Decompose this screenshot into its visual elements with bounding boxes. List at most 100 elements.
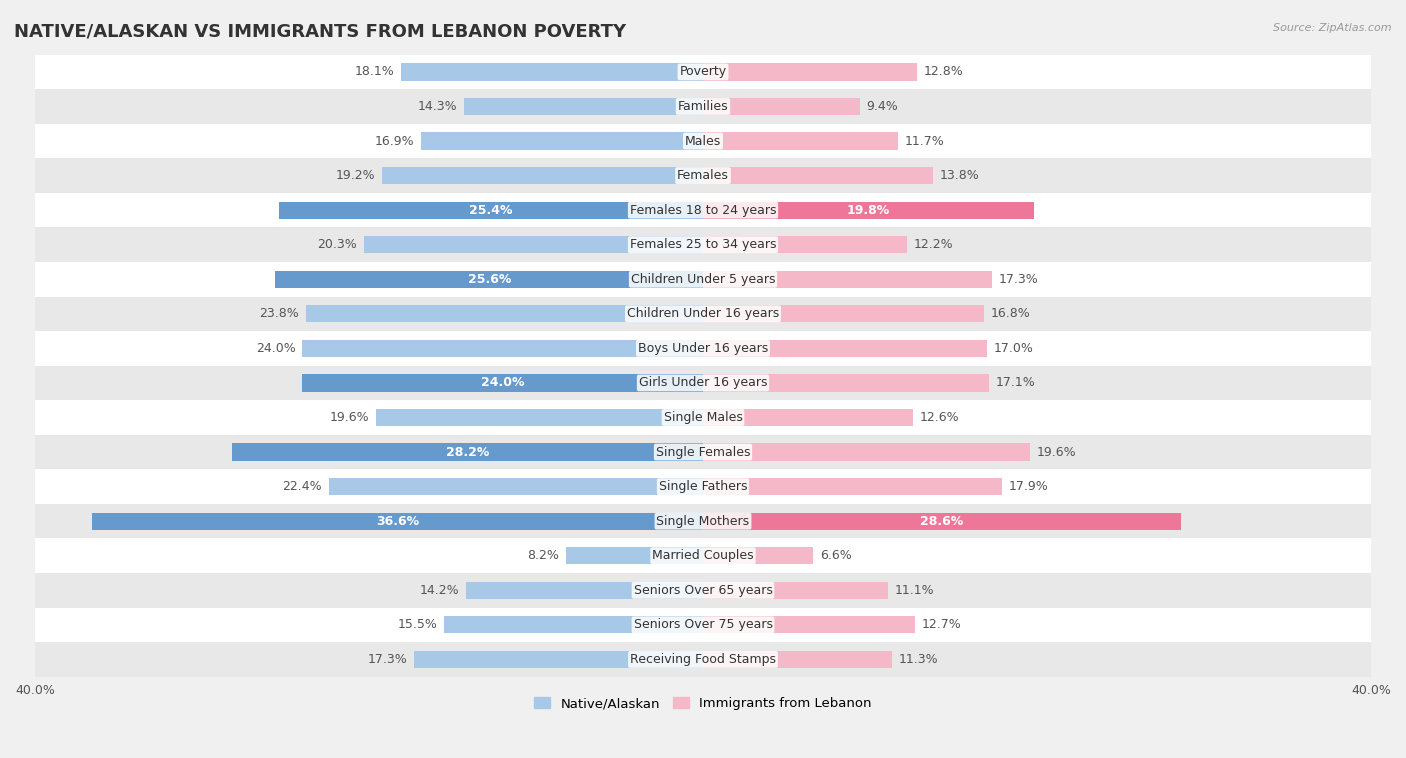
Bar [35, 573, 1371, 608]
Text: Single Males: Single Males [664, 411, 742, 424]
Text: 14.3%: 14.3% [418, 100, 457, 113]
Text: Single Fathers: Single Fathers [659, 480, 747, 493]
Bar [232, 443, 703, 461]
Bar [35, 296, 1371, 331]
Text: Males: Males [685, 134, 721, 148]
Text: Females 25 to 34 years: Females 25 to 34 years [630, 238, 776, 251]
Text: 12.7%: 12.7% [922, 619, 962, 631]
Bar [703, 581, 889, 599]
Bar [703, 616, 915, 634]
Bar [35, 642, 1371, 677]
Text: Single Mothers: Single Mothers [657, 515, 749, 528]
Bar [703, 98, 860, 115]
Text: 18.1%: 18.1% [354, 65, 394, 78]
Text: Receiving Food Stamps: Receiving Food Stamps [630, 653, 776, 666]
Bar [444, 616, 703, 634]
Text: Females: Females [678, 169, 728, 182]
Bar [35, 538, 1371, 573]
Bar [703, 478, 1002, 495]
Bar [35, 400, 1371, 435]
Bar [703, 340, 987, 357]
Bar [375, 409, 703, 426]
Bar [703, 63, 917, 80]
Text: 17.3%: 17.3% [367, 653, 408, 666]
Text: 6.6%: 6.6% [820, 550, 852, 562]
Bar [35, 608, 1371, 642]
Bar [35, 89, 1371, 124]
Bar [35, 331, 1371, 365]
Text: 17.3%: 17.3% [998, 273, 1039, 286]
Text: Single Females: Single Females [655, 446, 751, 459]
Text: 13.8%: 13.8% [941, 169, 980, 182]
Text: 16.9%: 16.9% [374, 134, 413, 148]
Text: 22.4%: 22.4% [283, 480, 322, 493]
Text: 8.2%: 8.2% [527, 550, 560, 562]
Text: Children Under 5 years: Children Under 5 years [631, 273, 775, 286]
Bar [35, 124, 1371, 158]
Text: 36.6%: 36.6% [375, 515, 419, 528]
Text: 19.8%: 19.8% [846, 204, 890, 217]
Text: 14.2%: 14.2% [419, 584, 460, 597]
Text: Source: ZipAtlas.com: Source: ZipAtlas.com [1274, 23, 1392, 33]
Text: 23.8%: 23.8% [259, 307, 299, 321]
Text: 17.0%: 17.0% [994, 342, 1033, 355]
Text: 17.1%: 17.1% [995, 377, 1035, 390]
Bar [567, 547, 703, 565]
Bar [420, 133, 703, 149]
Bar [703, 167, 934, 184]
Bar [703, 305, 984, 322]
Bar [703, 443, 1031, 461]
Text: 12.8%: 12.8% [924, 65, 963, 78]
Bar [35, 227, 1371, 262]
Text: 16.8%: 16.8% [990, 307, 1031, 321]
Bar [276, 271, 703, 288]
Text: Families: Families [678, 100, 728, 113]
Legend: Native/Alaskan, Immigrants from Lebanon: Native/Alaskan, Immigrants from Lebanon [529, 692, 877, 716]
Bar [35, 435, 1371, 469]
Bar [703, 409, 914, 426]
Bar [703, 133, 898, 149]
Text: 25.6%: 25.6% [468, 273, 510, 286]
Text: 11.1%: 11.1% [896, 584, 935, 597]
Bar [464, 98, 703, 115]
Bar [91, 512, 703, 530]
Bar [329, 478, 703, 495]
Text: 15.5%: 15.5% [398, 619, 437, 631]
Text: 19.6%: 19.6% [329, 411, 368, 424]
Bar [302, 340, 703, 357]
Bar [35, 469, 1371, 504]
Bar [35, 365, 1371, 400]
Bar [703, 547, 813, 565]
Bar [703, 374, 988, 392]
Bar [703, 651, 891, 668]
Bar [401, 63, 703, 80]
Text: Boys Under 16 years: Boys Under 16 years [638, 342, 768, 355]
Text: Seniors Over 75 years: Seniors Over 75 years [634, 619, 772, 631]
Text: 12.2%: 12.2% [914, 238, 953, 251]
Text: 28.2%: 28.2% [446, 446, 489, 459]
Bar [35, 193, 1371, 227]
Bar [302, 374, 703, 392]
Text: Children Under 16 years: Children Under 16 years [627, 307, 779, 321]
Bar [35, 55, 1371, 89]
Text: NATIVE/ALASKAN VS IMMIGRANTS FROM LEBANON POVERTY: NATIVE/ALASKAN VS IMMIGRANTS FROM LEBANO… [14, 23, 626, 41]
Text: 11.7%: 11.7% [905, 134, 945, 148]
Bar [35, 504, 1371, 538]
Bar [413, 651, 703, 668]
Bar [35, 262, 1371, 296]
Text: 28.6%: 28.6% [920, 515, 963, 528]
Text: 20.3%: 20.3% [318, 238, 357, 251]
Text: 19.6%: 19.6% [1038, 446, 1077, 459]
Text: 25.4%: 25.4% [470, 204, 513, 217]
Bar [278, 202, 703, 219]
Text: 17.9%: 17.9% [1008, 480, 1049, 493]
Text: Poverty: Poverty [679, 65, 727, 78]
Text: 24.0%: 24.0% [256, 342, 295, 355]
Text: 9.4%: 9.4% [866, 100, 898, 113]
Text: 12.6%: 12.6% [920, 411, 960, 424]
Text: Girls Under 16 years: Girls Under 16 years [638, 377, 768, 390]
Bar [465, 581, 703, 599]
Bar [305, 305, 703, 322]
Bar [703, 271, 993, 288]
Bar [703, 202, 1033, 219]
